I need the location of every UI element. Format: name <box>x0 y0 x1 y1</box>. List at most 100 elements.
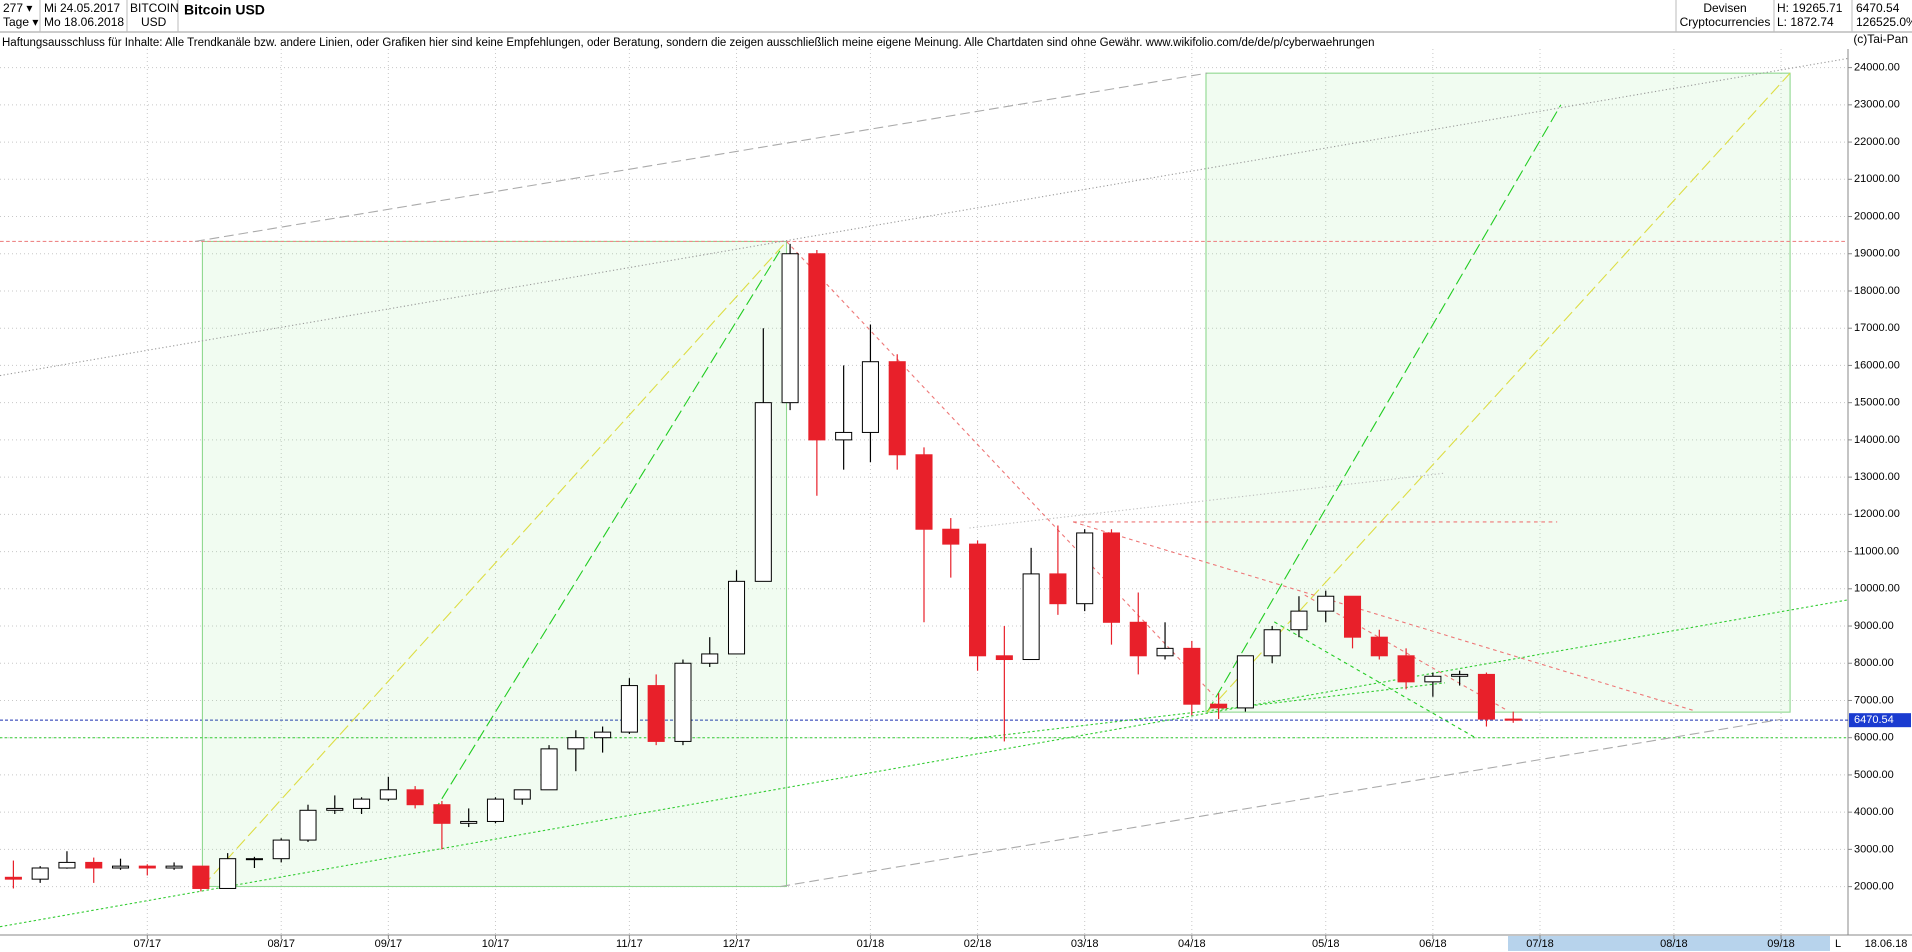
candle-body <box>326 807 344 811</box>
trend-line <box>780 718 1781 888</box>
candle-body <box>1263 629 1281 657</box>
candle-body <box>1504 718 1522 721</box>
trend-line <box>786 241 1214 696</box>
candle-body <box>861 361 879 433</box>
candle-body <box>674 662 692 742</box>
candle-body <box>1290 610 1308 631</box>
candle-body <box>245 858 263 861</box>
end-date: Mo 18.06.2018 <box>44 15 124 29</box>
trend-line <box>432 249 781 814</box>
y-tick-label: 24000.00 <box>1854 62 1900 74</box>
last-value: 6470.54 <box>1856 1 1900 15</box>
y-tick-label: 17000.00 <box>1854 322 1900 334</box>
candle-body <box>727 580 746 655</box>
trend-line <box>1206 72 1791 713</box>
candle-body <box>1156 647 1174 657</box>
market: Devisen <box>1703 1 1746 15</box>
candle-body <box>1183 647 1201 705</box>
copyright: (c)Tai-Pan <box>1853 32 1908 46</box>
x-tick-label: 01/18 <box>857 938 885 950</box>
candle-body <box>888 361 906 456</box>
high-value: H: 19265.71 <box>1777 1 1843 15</box>
candle-body <box>915 454 933 530</box>
footer-scale[interactable]: L <box>1835 938 1841 950</box>
candle-body <box>486 798 505 822</box>
period-select[interactable]: Tage ▾ <box>3 15 38 29</box>
y-tick-label: 18000.00 <box>1854 285 1900 297</box>
candle-body <box>513 789 531 800</box>
candle-body <box>165 865 183 869</box>
candle-body <box>406 789 424 806</box>
header-bar <box>0 0 1912 32</box>
trend-line <box>202 241 787 887</box>
y-tick-label: 22000.00 <box>1854 136 1900 148</box>
candle-body <box>701 653 719 664</box>
candle-body <box>58 861 76 869</box>
candle-body <box>1102 532 1121 623</box>
candle-body <box>1129 621 1147 657</box>
y-tick-label: 11000.00 <box>1854 545 1899 557</box>
candle-body <box>1022 573 1040 661</box>
candle-body <box>1076 532 1094 605</box>
y-tick-label: 9000.00 <box>1854 620 1894 632</box>
candle-body <box>272 839 290 860</box>
trend-line <box>969 682 1446 740</box>
y-tick-label: 4000.00 <box>1854 806 1894 818</box>
candle-body <box>379 789 397 800</box>
disclaimer: Haftungsausschluss für Inhalte: Alle Tre… <box>2 37 1375 49</box>
candle-body <box>1343 595 1362 638</box>
trend-line <box>969 472 1446 529</box>
grid <box>0 49 1848 935</box>
y-tick-label: 8000.00 <box>1854 657 1894 669</box>
candle-body <box>1451 673 1469 677</box>
candle-body <box>620 685 638 733</box>
count-select[interactable]: 277 ▾ <box>3 1 32 15</box>
candle-body <box>995 655 1013 661</box>
trend-line <box>0 599 1848 928</box>
x-tick-label: 06/18 <box>1419 938 1447 950</box>
x-tick-label: 09/18 <box>1767 938 1795 950</box>
last-price-box <box>1849 713 1911 728</box>
y-tick-label: 14000.00 <box>1854 434 1900 446</box>
candle-body <box>4 876 22 880</box>
candle-body <box>460 820 478 824</box>
y-tick-label: 5000.00 <box>1854 769 1894 781</box>
candle-body <box>594 731 612 739</box>
candle-body <box>1370 636 1388 657</box>
currency: USD <box>141 15 167 29</box>
x-tick-label: 03/18 <box>1071 938 1099 950</box>
y-tick-label: 2000.00 <box>1854 881 1894 893</box>
candle-body <box>1424 675 1442 683</box>
candle-body <box>1236 655 1254 709</box>
trend-line <box>0 57 1848 377</box>
candle-body <box>540 748 558 791</box>
candle-body <box>192 865 210 889</box>
chart-title: Bitcoin USD <box>184 2 265 18</box>
trend-line <box>1304 594 1507 711</box>
y-tick-label: 7000.00 <box>1854 694 1894 706</box>
x-tick-label: 02/18 <box>964 938 992 950</box>
y-tick-label: 6000.00 <box>1854 732 1894 744</box>
x-tick-label: 10/17 <box>482 938 510 950</box>
candle-body <box>85 861 103 869</box>
candle-body <box>808 253 826 441</box>
start-date: Mi 24.05.2017 <box>44 1 120 15</box>
future-zone <box>1508 936 1830 951</box>
footer-date: 18.06.18 <box>1865 938 1908 950</box>
candle-body <box>1317 595 1335 612</box>
x-tick-label: 07/18 <box>1526 938 1554 950</box>
y-tick-label: 12000.00 <box>1854 508 1900 520</box>
y-tick-label: 13000.00 <box>1854 471 1900 483</box>
candle-body <box>219 858 237 889</box>
candle-body <box>31 867 49 880</box>
candle-body <box>835 431 853 441</box>
trend-line <box>1273 621 1476 739</box>
y-tick-label: 15000.00 <box>1854 397 1900 409</box>
candle-body <box>433 804 451 824</box>
x-tick-label: 11/17 <box>616 938 643 950</box>
candle-body <box>567 737 585 750</box>
candle-body <box>111 865 130 869</box>
x-tick-label: 07/17 <box>134 938 162 950</box>
x-tick-label: 08/17 <box>267 938 295 950</box>
y-tick-label: 16000.00 <box>1854 359 1900 371</box>
